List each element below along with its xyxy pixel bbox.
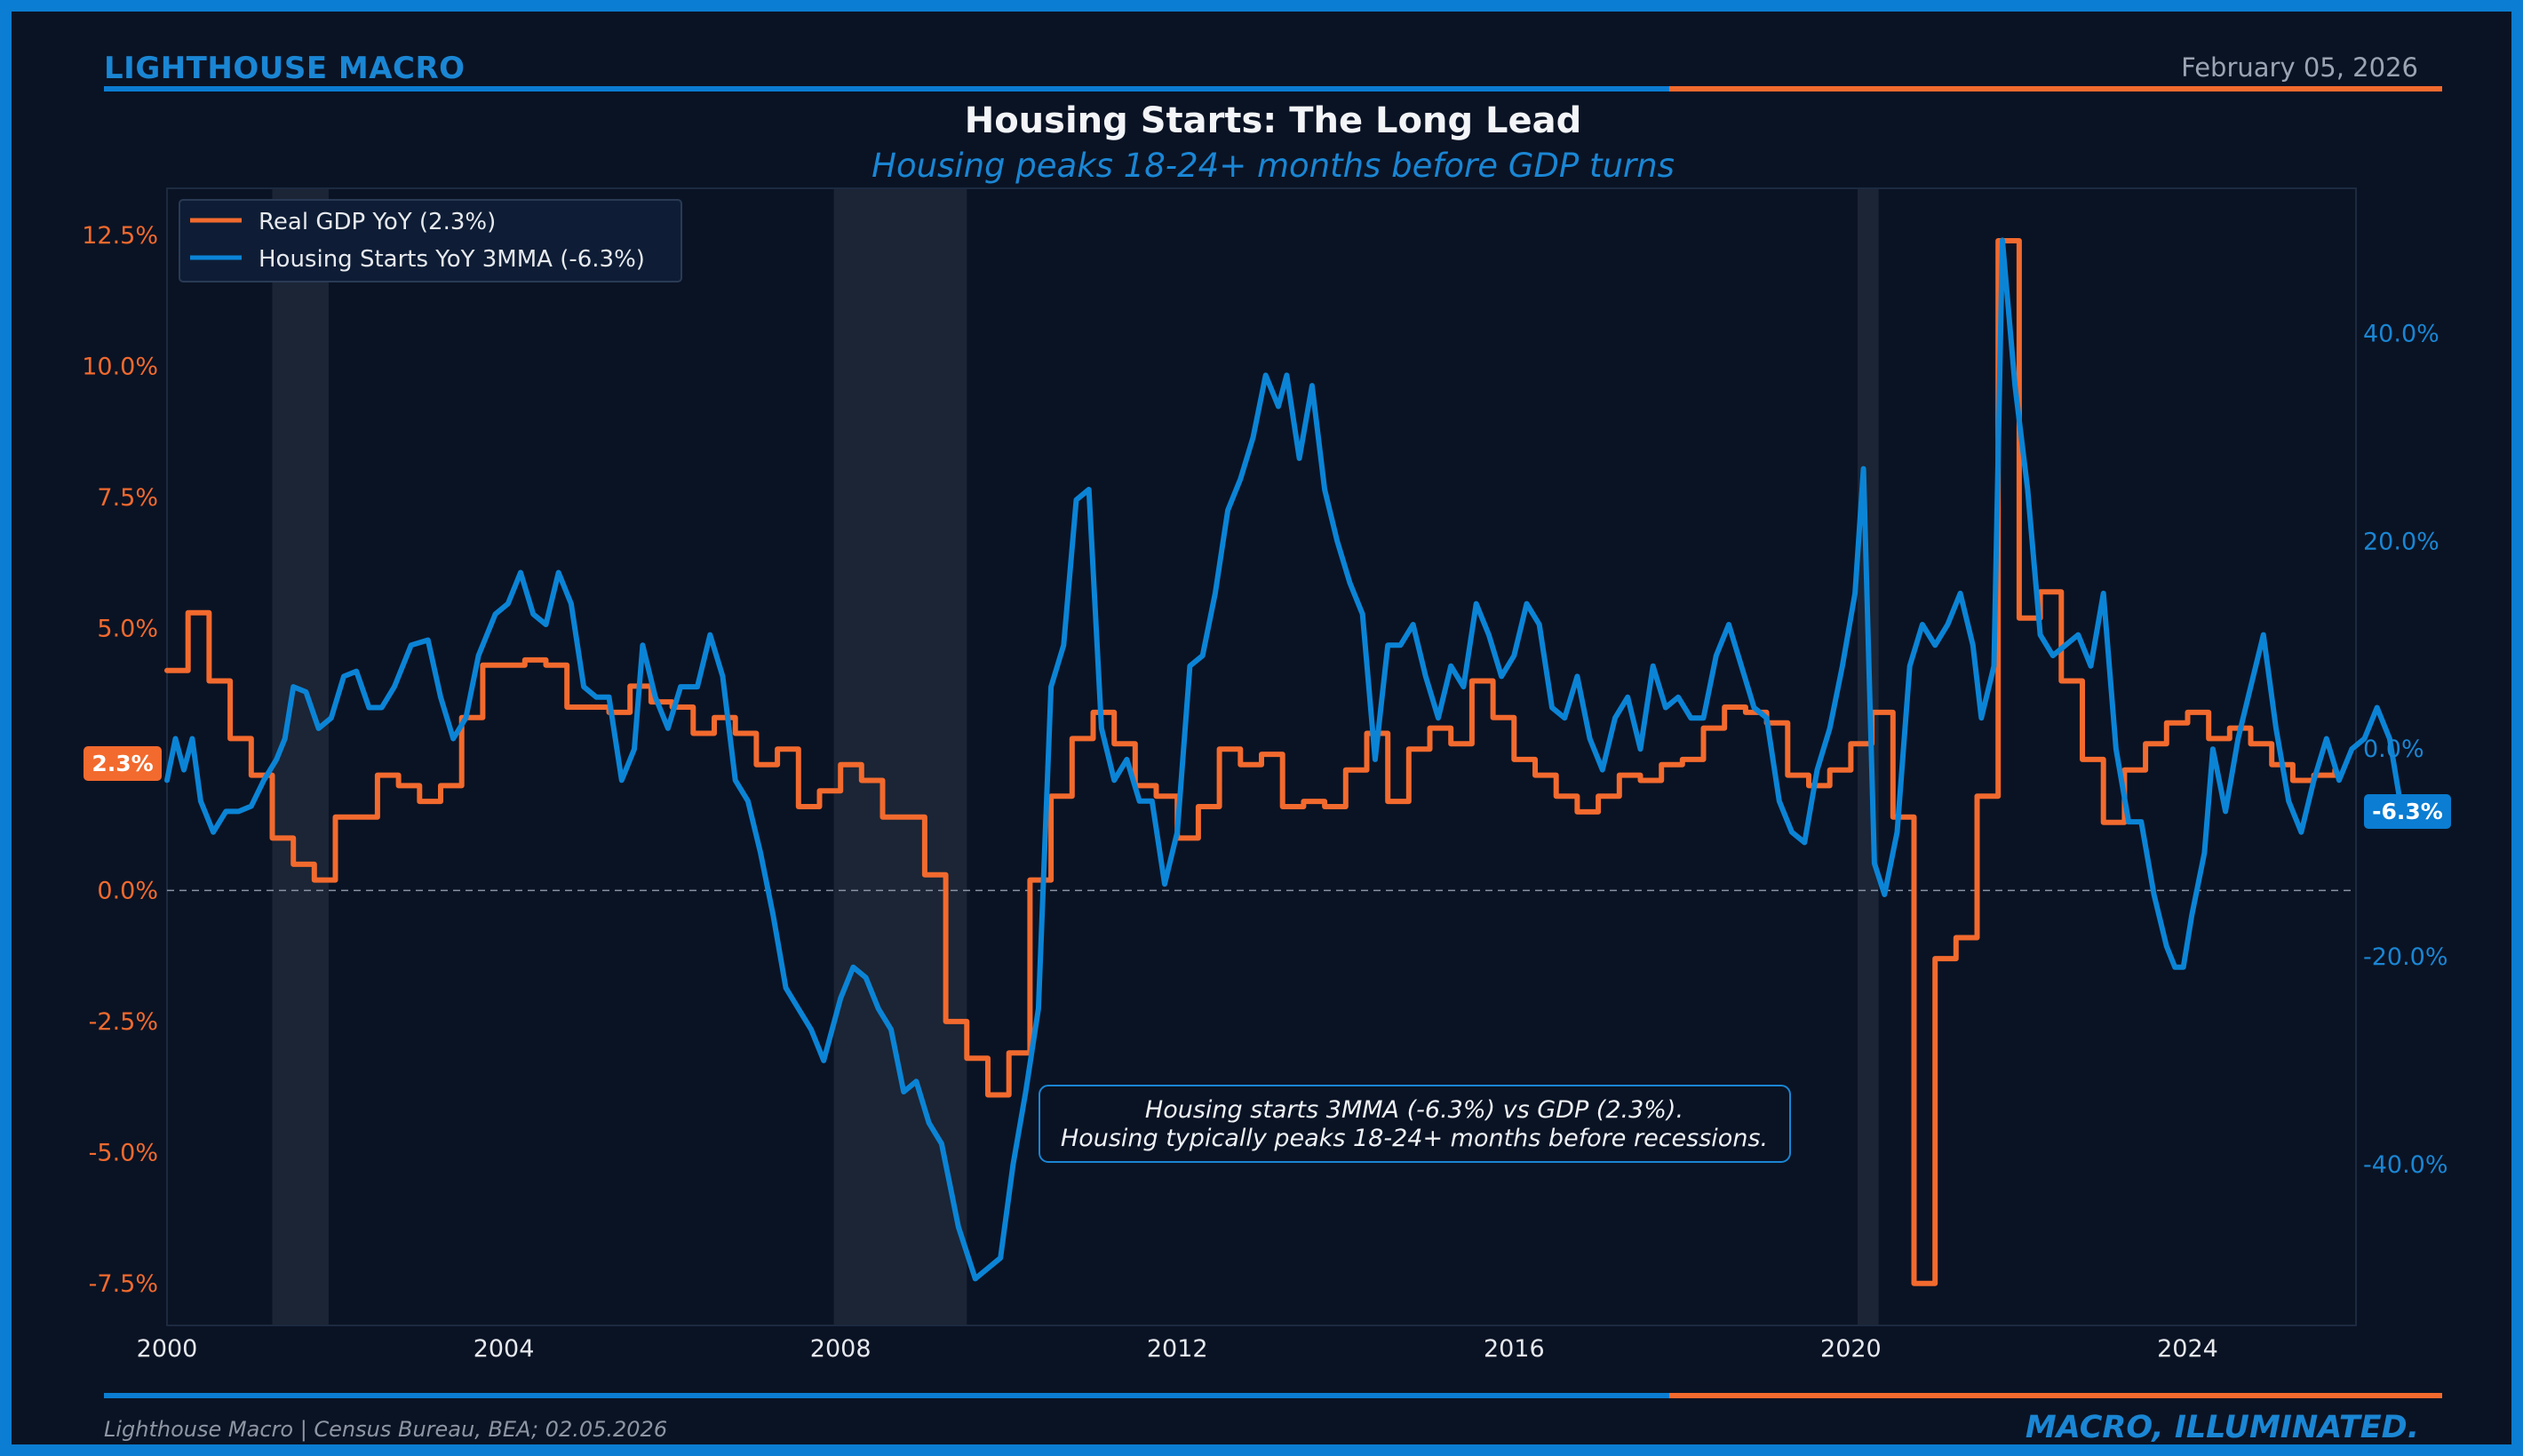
right-axis-tick-label: -40.0% [2363,1151,2448,1179]
annotation-line-2: Housing typically peaks 18-24+ months be… [1061,1125,1768,1152]
x-axis-tick-label: 2016 [1484,1335,1545,1363]
left-axis-tick-label: -2.5% [89,1008,158,1036]
x-axis-tick-label: 2020 [1820,1335,1882,1363]
gdp-last-value-tag: 2.3% [84,746,162,781]
recession-band-1 [272,188,329,1325]
legend-box: Real GDP YoY (2.3%) Housing Starts YoY 3… [179,199,682,282]
right-axis-tick-label: -20.0% [2363,943,2448,971]
header-rule-orange [1669,86,2442,91]
x-axis-tick-label: 2024 [2157,1335,2218,1363]
left-axis-tick-label: 10.0% [82,354,158,381]
left-axis-tick-label: 7.5% [97,484,158,512]
recession-band-3 [1857,188,1879,1325]
right-axis-tick-label: 20.0% [2363,528,2439,555]
left-axis-tick-label: -5.0% [89,1139,158,1166]
right-axis-tick-label: 40.0% [2363,321,2439,348]
footer-rule-orange [1669,1393,2442,1398]
right-axis-tick-label: 0.0% [2363,736,2424,763]
chart-subtitle: Housing peaks 18-24+ months before GDP t… [872,147,1675,185]
tagline: MACRO, ILLUMINATED. [2025,1410,2419,1445]
report-date: February 05, 2026 [2181,52,2418,83]
left-axis-tick-label: 12.5% [82,222,158,250]
annotation-line-1: Housing starts 3MMA (-6.3%) vs GDP (2.3%… [1145,1096,1683,1124]
gdp-tag-background [84,746,162,781]
left-axis-tick-label: 5.0% [97,615,158,642]
plot-border [166,187,2357,1326]
legend-label-housing: Housing Starts YoY 3MMA (-6.3%) [259,246,645,273]
legend-label-gdp: Real GDP YoY (2.3%) [259,209,496,235]
x-axis-tick-label: 2004 [474,1335,535,1363]
housing-last-value: -6.3% [2372,799,2443,824]
x-axis-tick-label: 2012 [1147,1335,1208,1363]
housing-last-value-tag: -6.3% [2364,794,2451,829]
gdp-last-value: 2.3% [92,751,153,776]
housing-starts-line [164,237,2406,1282]
recession-band-2 [833,188,967,1325]
header-rule-blue [104,86,1669,91]
left-axis-tick-label: -7.5% [89,1270,158,1298]
legend-background [179,199,682,282]
gdp-yoy-line [164,238,2338,1286]
annotation-box: Housing starts 3MMA (-6.3%) vs GDP (2.3%… [1039,1085,1791,1163]
x-axis-tick-label: 2000 [137,1335,198,1363]
x-axis-tick-label: 2008 [810,1335,872,1363]
source-note: Lighthouse Macro | Census Bureau, BEA; 0… [104,1417,668,1442]
left-axis-tick-label: 0.0% [97,877,158,904]
footer-rule-blue [104,1393,1669,1398]
annotation-background [1039,1085,1791,1163]
housing-tag-background [2364,794,2451,829]
brand-name: LIGHTHOUSE MACRO [104,51,466,86]
chart-title: Housing Starts: The Long Lead [964,100,1582,141]
